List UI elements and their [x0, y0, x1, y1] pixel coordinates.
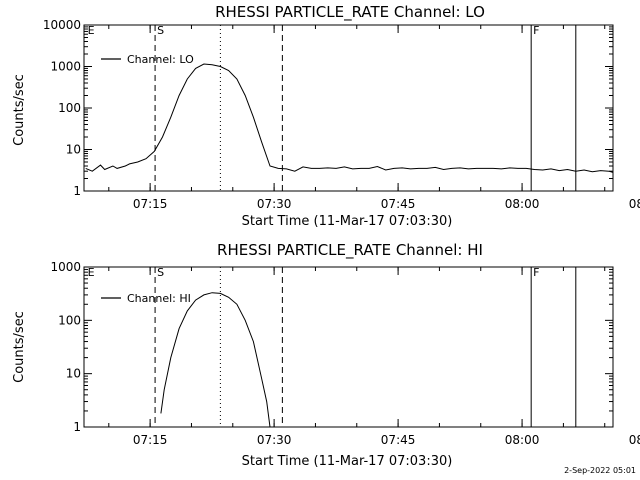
- hi-rate-series-line: [160, 292, 271, 428]
- lo-plot-ylabel: Counts/sec: [12, 74, 27, 146]
- hi-xtick-label: 08:15: [629, 433, 640, 447]
- lo-channel-plot: RHESSI PARTICLE_RATE Channel: LO Start T…: [12, 3, 640, 229]
- lo-rate-series-line: [85, 63, 614, 177]
- lo-plot-xlabel: Start Time (11-Mar-17 07:03:30): [242, 214, 453, 229]
- hi-event-marker-label: E: [88, 266, 95, 279]
- lo-ytick-label: 1: [73, 184, 81, 198]
- lo-ytick-label: 1000: [50, 60, 81, 74]
- hi-xtick-label: 07:15: [133, 433, 168, 447]
- lo-xtick-label: 07:45: [381, 197, 416, 211]
- lo-event-marker-label: S: [157, 24, 164, 37]
- hi-plot-frame: [83, 266, 614, 428]
- lo-xtick-label: 08:15: [629, 197, 640, 211]
- hi-ytick-label: 10: [66, 367, 81, 381]
- lo-plot-title: RHESSI PARTICLE_RATE Channel: LO: [215, 3, 485, 22]
- hi-legend-label: Channel: HI: [127, 292, 191, 305]
- hi-ytick-label: 100: [58, 313, 81, 327]
- hi-plot-xlabel: Start Time (11-Mar-17 07:03:30): [242, 454, 453, 469]
- lo-plot-frame: [83, 24, 614, 192]
- hi-xtick-label: 08:00: [505, 433, 540, 447]
- lo-xtick-label: 07:15: [133, 197, 168, 211]
- lo-xtick-label: 07:30: [257, 197, 292, 211]
- lo-xtick-label: 08:00: [505, 197, 540, 211]
- hi-ytick-label: 1000: [50, 260, 81, 274]
- hi-channel-plot: RHESSI PARTICLE_RATE Channel: HI Start T…: [12, 241, 640, 469]
- lo-legend-label: Channel: LO: [127, 53, 194, 66]
- lo-event-marker-label: F: [533, 24, 539, 37]
- hi-event-marker-label: F: [533, 266, 539, 279]
- hi-event-marker-label: S: [157, 266, 164, 279]
- generation-timestamp: 2-Sep-2022 05:01: [564, 466, 636, 475]
- lo-ytick-label: 100: [58, 101, 81, 115]
- hi-plot-title: RHESSI PARTICLE_RATE Channel: HI: [217, 241, 483, 260]
- lo-ytick-label: 10000: [43, 18, 81, 32]
- lo-ytick-label: 10: [66, 143, 81, 157]
- lo-event-marker-label: E: [88, 24, 95, 37]
- hi-plot-ylabel: Counts/sec: [12, 311, 27, 383]
- hi-ytick-label: 1: [73, 420, 81, 434]
- hi-xtick-label: 07:45: [381, 433, 416, 447]
- hi-xtick-label: 07:30: [257, 433, 292, 447]
